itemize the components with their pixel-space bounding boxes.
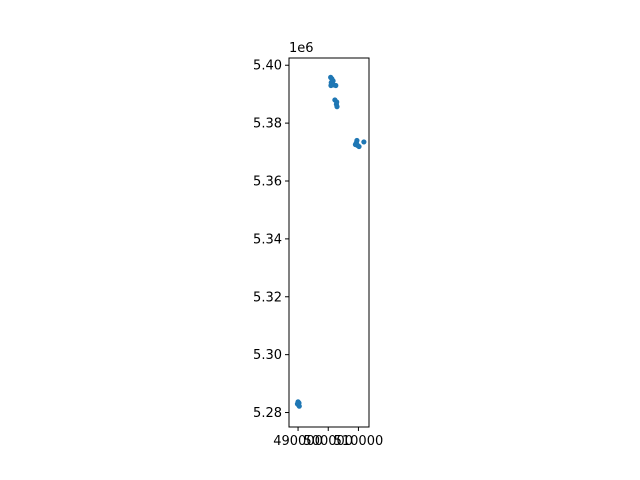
x-tick-label: 500000 <box>303 434 353 449</box>
y-tick-label: 5.40 <box>253 59 282 74</box>
data-points-layer <box>294 74 367 409</box>
y-tick-label: 5.32 <box>253 290 282 305</box>
data-point <box>334 104 340 110</box>
data-point <box>333 82 339 89</box>
y-tick-label: 5.36 <box>253 175 282 190</box>
y-tick-label: 5.34 <box>253 232 282 247</box>
axes-background <box>289 58 369 427</box>
x-tick-label: 490000 <box>273 434 323 449</box>
data-point <box>361 139 367 145</box>
data-point <box>294 401 301 407</box>
y-offset-label: 1e6 <box>289 41 314 56</box>
y-tick-label: 5.38 <box>253 117 282 132</box>
y-tick-label: 5.30 <box>253 348 282 363</box>
axes-frame <box>288 57 370 428</box>
data-point <box>356 143 362 150</box>
x-tick-label: 510000 <box>334 434 384 449</box>
y-tick-label: 5.28 <box>253 406 282 421</box>
